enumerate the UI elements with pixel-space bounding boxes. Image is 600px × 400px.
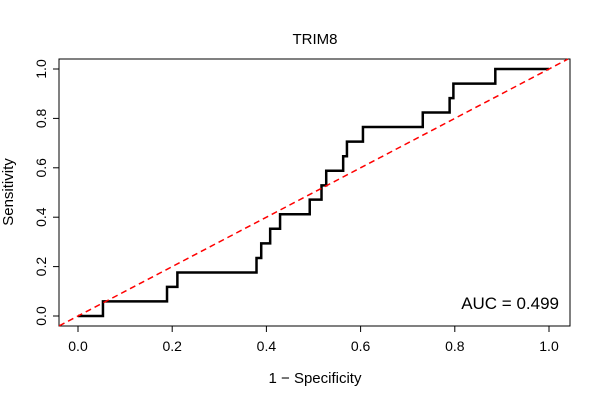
y-tick-label: 0.0 [33, 306, 49, 326]
y-tick-label: 0.8 [33, 108, 49, 128]
x-tick-label: 0.0 [68, 338, 88, 354]
x-tick-label: 0.8 [445, 338, 465, 354]
reference-diagonal-line [58, 58, 569, 327]
x-tick-label: 0.6 [351, 338, 371, 354]
auc-annotation: AUC = 0.499 [461, 294, 559, 313]
x-axis: 0.0 0.2 0.4 0.6 0.8 1.0 [68, 325, 559, 354]
plot-frame [58, 58, 571, 327]
chart-title: TRIM8 [293, 31, 338, 48]
y-tick-label: 0.4 [33, 207, 49, 227]
y-tick-label: 0.6 [33, 158, 49, 178]
roc-curve-line [78, 67, 549, 318]
x-tick-label: 0.4 [257, 338, 277, 354]
x-tick-label: 0.2 [162, 338, 182, 354]
y-tick-label: 1.0 [33, 59, 49, 79]
series-layer [58, 58, 569, 327]
x-tick-label: 1.0 [539, 338, 559, 354]
y-axis-label: Sensitivity [0, 158, 17, 226]
x-axis-label: 1 − Specificity [269, 370, 362, 387]
y-axis: 0.0 0.2 0.4 0.6 0.8 1.0 [33, 59, 60, 326]
y-tick-label: 0.2 [33, 257, 49, 277]
